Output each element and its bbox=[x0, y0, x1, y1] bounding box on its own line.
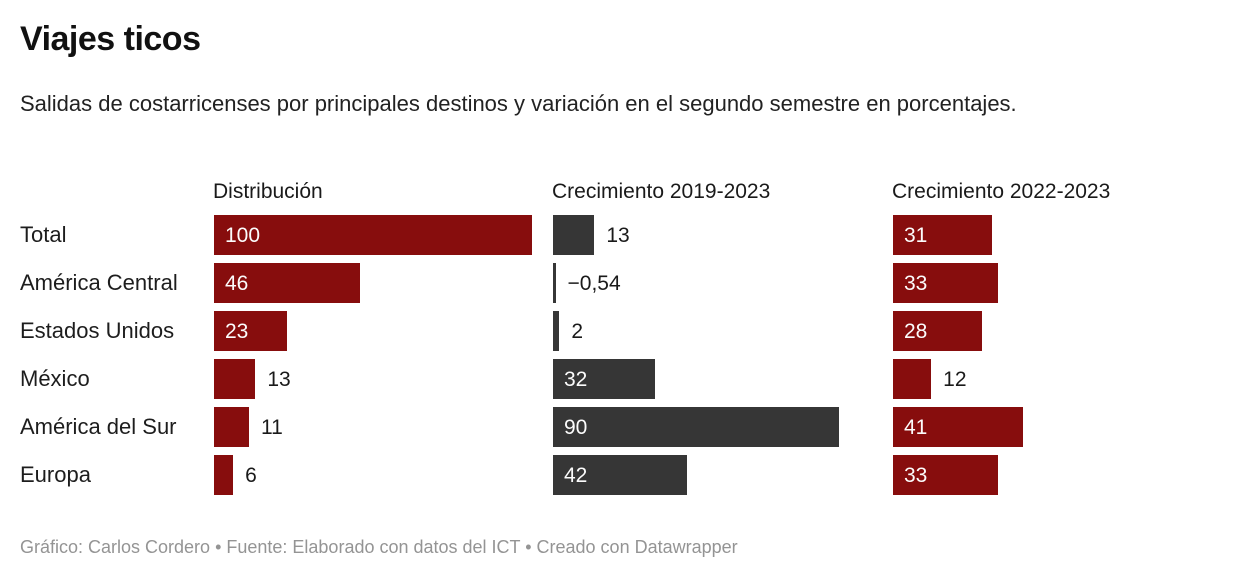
bar-value-label: −0,54 bbox=[567, 272, 621, 295]
bar-value-label: 13 bbox=[606, 224, 630, 247]
bar bbox=[553, 359, 655, 399]
bar bbox=[214, 359, 256, 399]
bar-value-label: 42 bbox=[564, 464, 588, 487]
row-label: América Central bbox=[20, 270, 178, 295]
bar-value-label: 33 bbox=[904, 272, 928, 295]
bar-value-label: 12 bbox=[943, 368, 967, 391]
bar-value-label: 23 bbox=[225, 320, 249, 343]
footer-credits: Gráfico: Carlos Cordero • Fuente: Elabor… bbox=[20, 537, 738, 557]
bar-value-label: 2 bbox=[571, 320, 584, 343]
bar bbox=[214, 311, 288, 351]
bar-value-label: 90 bbox=[564, 416, 588, 439]
bar-value-label: 11 bbox=[260, 416, 283, 439]
bar bbox=[214, 263, 361, 303]
chart-title: Viajes ticos bbox=[20, 20, 201, 58]
bar bbox=[893, 455, 998, 495]
bar bbox=[893, 263, 998, 303]
bar-value-label: 33 bbox=[904, 464, 928, 487]
bar bbox=[214, 407, 249, 447]
bar bbox=[893, 215, 992, 255]
row-label: Europa bbox=[20, 462, 91, 487]
bar bbox=[553, 407, 840, 447]
bar bbox=[214, 455, 234, 495]
row-label: Total bbox=[20, 222, 67, 247]
row-label: Estados Unidos bbox=[20, 318, 175, 343]
column-header: Distribución bbox=[213, 180, 323, 203]
bar bbox=[214, 215, 532, 255]
bar-value-label: 32 bbox=[564, 368, 588, 391]
row-label: México bbox=[20, 366, 90, 391]
bar bbox=[553, 455, 687, 495]
bar-value-label: 46 bbox=[225, 272, 249, 295]
bar-value-label: 41 bbox=[904, 416, 928, 439]
bar-value-label: 6 bbox=[245, 464, 257, 487]
bar bbox=[893, 359, 932, 399]
bar-value-label: 100 bbox=[225, 224, 261, 247]
chart-description: Salidas de costarricenses por principale… bbox=[20, 91, 1017, 116]
bar bbox=[553, 311, 560, 351]
bar bbox=[893, 407, 1024, 447]
column-header: Crecimiento 2022-2023 bbox=[892, 180, 1111, 203]
row-label: América del Sur bbox=[20, 414, 177, 439]
bar bbox=[893, 311, 983, 351]
bar-value-label: 28 bbox=[904, 320, 928, 343]
bar bbox=[553, 215, 595, 255]
bar-value-label: 13 bbox=[267, 368, 291, 391]
bar-value-label: 31 bbox=[904, 224, 928, 247]
column-header: Crecimiento 2019-2023 bbox=[552, 180, 771, 203]
bar bbox=[553, 263, 556, 303]
